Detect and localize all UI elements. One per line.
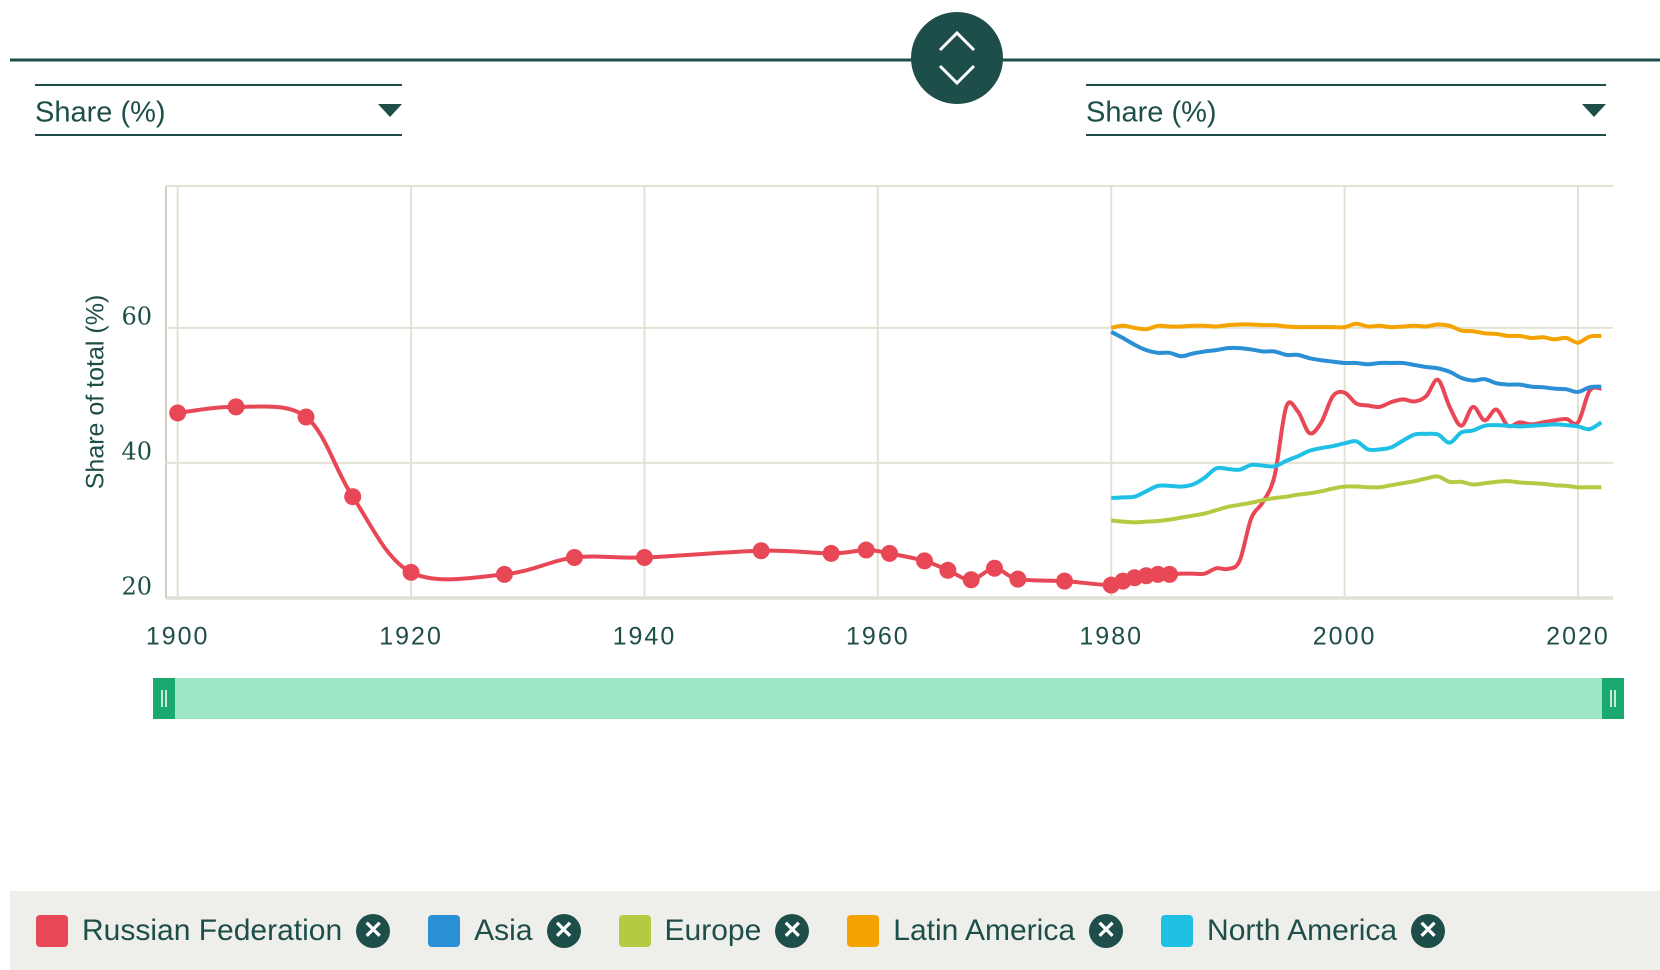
right-dropdown[interactable]: Share (%) (1086, 84, 1606, 136)
data-point (1161, 565, 1179, 583)
x-tick-label: 2020 (1546, 623, 1610, 651)
left-dropdown[interactable]: Share (%) (35, 84, 402, 136)
data-point (635, 548, 653, 566)
legend-swatch (428, 914, 461, 947)
data-point (916, 552, 934, 570)
data-point (565, 548, 583, 566)
data-point (962, 571, 980, 589)
legend-item: Russian Federation ✕ (36, 913, 391, 948)
series-line (1111, 420, 1603, 501)
data-point (881, 544, 898, 562)
remove-button[interactable]: ✕ (1089, 913, 1124, 948)
legend-swatch (1161, 914, 1194, 947)
data-point (297, 408, 315, 426)
x-tick-label: 1900 (146, 623, 210, 651)
series-line (1110, 330, 1602, 395)
legend-item: Asia ✕ (428, 913, 581, 948)
data-point (1009, 570, 1027, 588)
dropdown-label: Share (%) (35, 97, 166, 129)
chart: Share (%) Share (%) Share of total (%) 2… (10, 12, 1660, 719)
data-point (752, 542, 770, 560)
legend-swatch (847, 914, 880, 947)
range-slider[interactable] (153, 678, 1624, 719)
data-point (857, 541, 875, 559)
x-tick-label: 1980 (1079, 623, 1143, 651)
legend-label: Asia (474, 913, 533, 947)
remove-button[interactable]: ✕ (1411, 913, 1446, 948)
data-point (939, 561, 957, 579)
data-point (1149, 565, 1167, 583)
remove-button[interactable]: ✕ (546, 913, 581, 948)
remove-button[interactable]: ✕ (775, 913, 810, 948)
y-axis-title: Share of total (%) (82, 295, 110, 490)
legend-swatch (36, 914, 68, 947)
remove-button[interactable]: ✕ (356, 913, 391, 948)
x-tick-label: 1960 (846, 623, 910, 651)
data-point (495, 565, 513, 583)
legend-swatch (618, 914, 651, 947)
legend-label: Russian Federation (82, 913, 343, 947)
x-tick-label: 1920 (379, 623, 443, 651)
data-point (986, 559, 1004, 577)
y-tick-label: 40 (121, 437, 152, 465)
toggle-button[interactable] (911, 12, 1003, 104)
data-point (1056, 572, 1074, 590)
y-tick-label: 60 (121, 302, 152, 330)
legend-label: North America (1207, 913, 1398, 947)
legend-item: Latin America ✕ (847, 913, 1124, 948)
data-point (822, 544, 840, 562)
y-tick-label: 20 (121, 573, 152, 601)
x-tick-label: 2000 (1313, 623, 1377, 651)
data-point (344, 488, 362, 506)
series-line (1110, 321, 1602, 345)
dropdown-label: Share (%) (1086, 97, 1217, 129)
legend-item: North America ✕ (1161, 913, 1446, 948)
data-point (169, 404, 187, 422)
series-line (1110, 474, 1602, 525)
legend-label: Europe (664, 913, 762, 947)
legend: Russian Federation ✕ Asia ✕ Europe ✕ Latin Ame… (10, 891, 1660, 970)
data-point (227, 398, 245, 416)
x-tick-label: 1940 (613, 623, 677, 651)
legend-item: Europe ✕ (618, 913, 810, 948)
data-point (402, 563, 420, 581)
legend-label: Latin America (893, 913, 1076, 947)
